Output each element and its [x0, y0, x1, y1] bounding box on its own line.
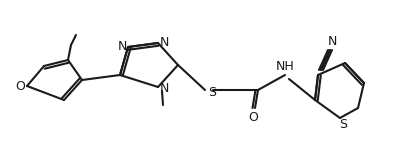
- Text: NH: NH: [275, 59, 294, 73]
- Text: N: N: [117, 39, 126, 53]
- Text: N: N: [159, 36, 168, 49]
- Text: N: N: [327, 34, 336, 47]
- Text: N: N: [159, 81, 168, 95]
- Text: S: S: [338, 118, 346, 130]
- Text: S: S: [207, 85, 216, 99]
- Text: O: O: [15, 79, 25, 93]
- Text: O: O: [247, 111, 257, 124]
